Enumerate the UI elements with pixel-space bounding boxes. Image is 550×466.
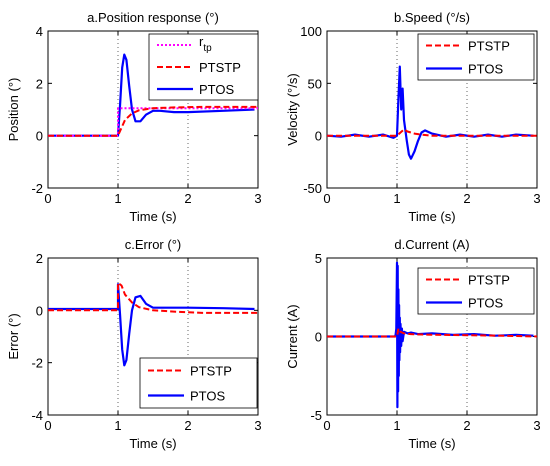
legend: PTSTP PTOS [139, 357, 258, 409]
legend-label: PTOS [190, 389, 225, 404]
series-line-ptstp [327, 327, 537, 338]
y-axis-label: Error (°) [6, 313, 21, 359]
x-axis-label: Time (s) [408, 209, 455, 224]
y-tick-label: -5 [310, 408, 322, 423]
y-axis-label: Current (A) [285, 304, 300, 368]
legend-label: PTOS [468, 62, 503, 77]
chart-title: d.Current (A) [394, 237, 469, 252]
x-tick-label: 0 [44, 191, 51, 206]
y-tick-label: 2 [36, 251, 43, 266]
legend-label: rtp [199, 34, 212, 54]
legend-label: PTSTP [190, 364, 232, 379]
x-tick-label: 2 [463, 418, 470, 433]
x-tick-label: 2 [184, 191, 191, 206]
y-tick-label: 100 [300, 24, 322, 39]
chart-title: c.Error (°) [125, 237, 181, 252]
legend: PTSTP PTOS [417, 267, 535, 315]
y-tick-label: -2 [31, 356, 43, 371]
y-tick-label: 2 [36, 76, 43, 91]
x-tick-label: 2 [463, 191, 470, 206]
x-axis-label: Time (s) [408, 436, 455, 451]
x-tick-label: 1 [114, 191, 121, 206]
series-group [48, 53, 258, 137]
y-tick-label: 0 [315, 129, 322, 144]
x-tick-label: 3 [254, 191, 261, 206]
y-tick-label: 0 [36, 129, 43, 144]
chart-title: a.Position response (°) [87, 10, 219, 25]
legend-label: PTSTP [468, 273, 510, 288]
series-group [48, 281, 258, 367]
y-tick-label: 0 [36, 303, 43, 318]
legend-label-sub: tp [203, 43, 212, 54]
y-axis-label: Velocity (°/s) [285, 73, 300, 145]
y-tick-label: -4 [31, 408, 43, 423]
x-tick-label: 1 [393, 191, 400, 206]
legend-label: PTOS [199, 82, 234, 97]
series-line-ptos [48, 53, 255, 137]
legend-label: PTSTP [199, 60, 241, 75]
x-tick-label: 1 [114, 418, 121, 433]
y-tick-label: 0 [315, 330, 322, 345]
x-tick-label: 3 [254, 418, 261, 433]
y-axis-label: Position (°) [6, 78, 21, 142]
x-tick-label: 2 [184, 418, 191, 433]
series-line-ptstp [48, 281, 258, 314]
y-tick-label: 5 [315, 251, 322, 266]
x-tick-label: 3 [533, 418, 540, 433]
legend-box [417, 267, 535, 315]
series-line-ptos [48, 283, 255, 367]
series-line-ptstp [327, 128, 537, 137]
series-group [327, 65, 537, 160]
legend: PTSTP PTOS [417, 33, 535, 81]
x-tick-label: 0 [323, 418, 330, 433]
x-tick-label: 3 [533, 191, 540, 206]
x-axis-label: Time (s) [129, 436, 176, 451]
chart-c: 0 1 2 3 -4 -2 0 2 c.Error (°) Time (s) Error (°) PT… [6, 237, 262, 451]
y-tick-label: 50 [308, 76, 322, 91]
series-line-ptos [327, 261, 534, 409]
legend-label: PTSTP [468, 39, 510, 54]
y-tick-label: -2 [31, 181, 43, 196]
series-line-ptos [327, 65, 534, 160]
legend-box [417, 33, 535, 81]
y-tick-label: 4 [36, 24, 43, 39]
legend-label-main: r [199, 34, 204, 49]
series-line-ptstp [48, 105, 258, 137]
x-axis-label: Time (s) [129, 209, 176, 224]
legend: rtp PTSTP PTOS [148, 33, 259, 101]
y-tick-label: -50 [303, 181, 322, 196]
x-tick-label: 0 [323, 191, 330, 206]
legend-box [139, 357, 258, 409]
x-tick-label: 0 [44, 418, 51, 433]
series-group [327, 261, 537, 409]
chart-title: b.Speed (°/s) [394, 10, 470, 25]
x-tick-label: 1 [393, 418, 400, 433]
legend-label: PTOS [468, 296, 503, 311]
